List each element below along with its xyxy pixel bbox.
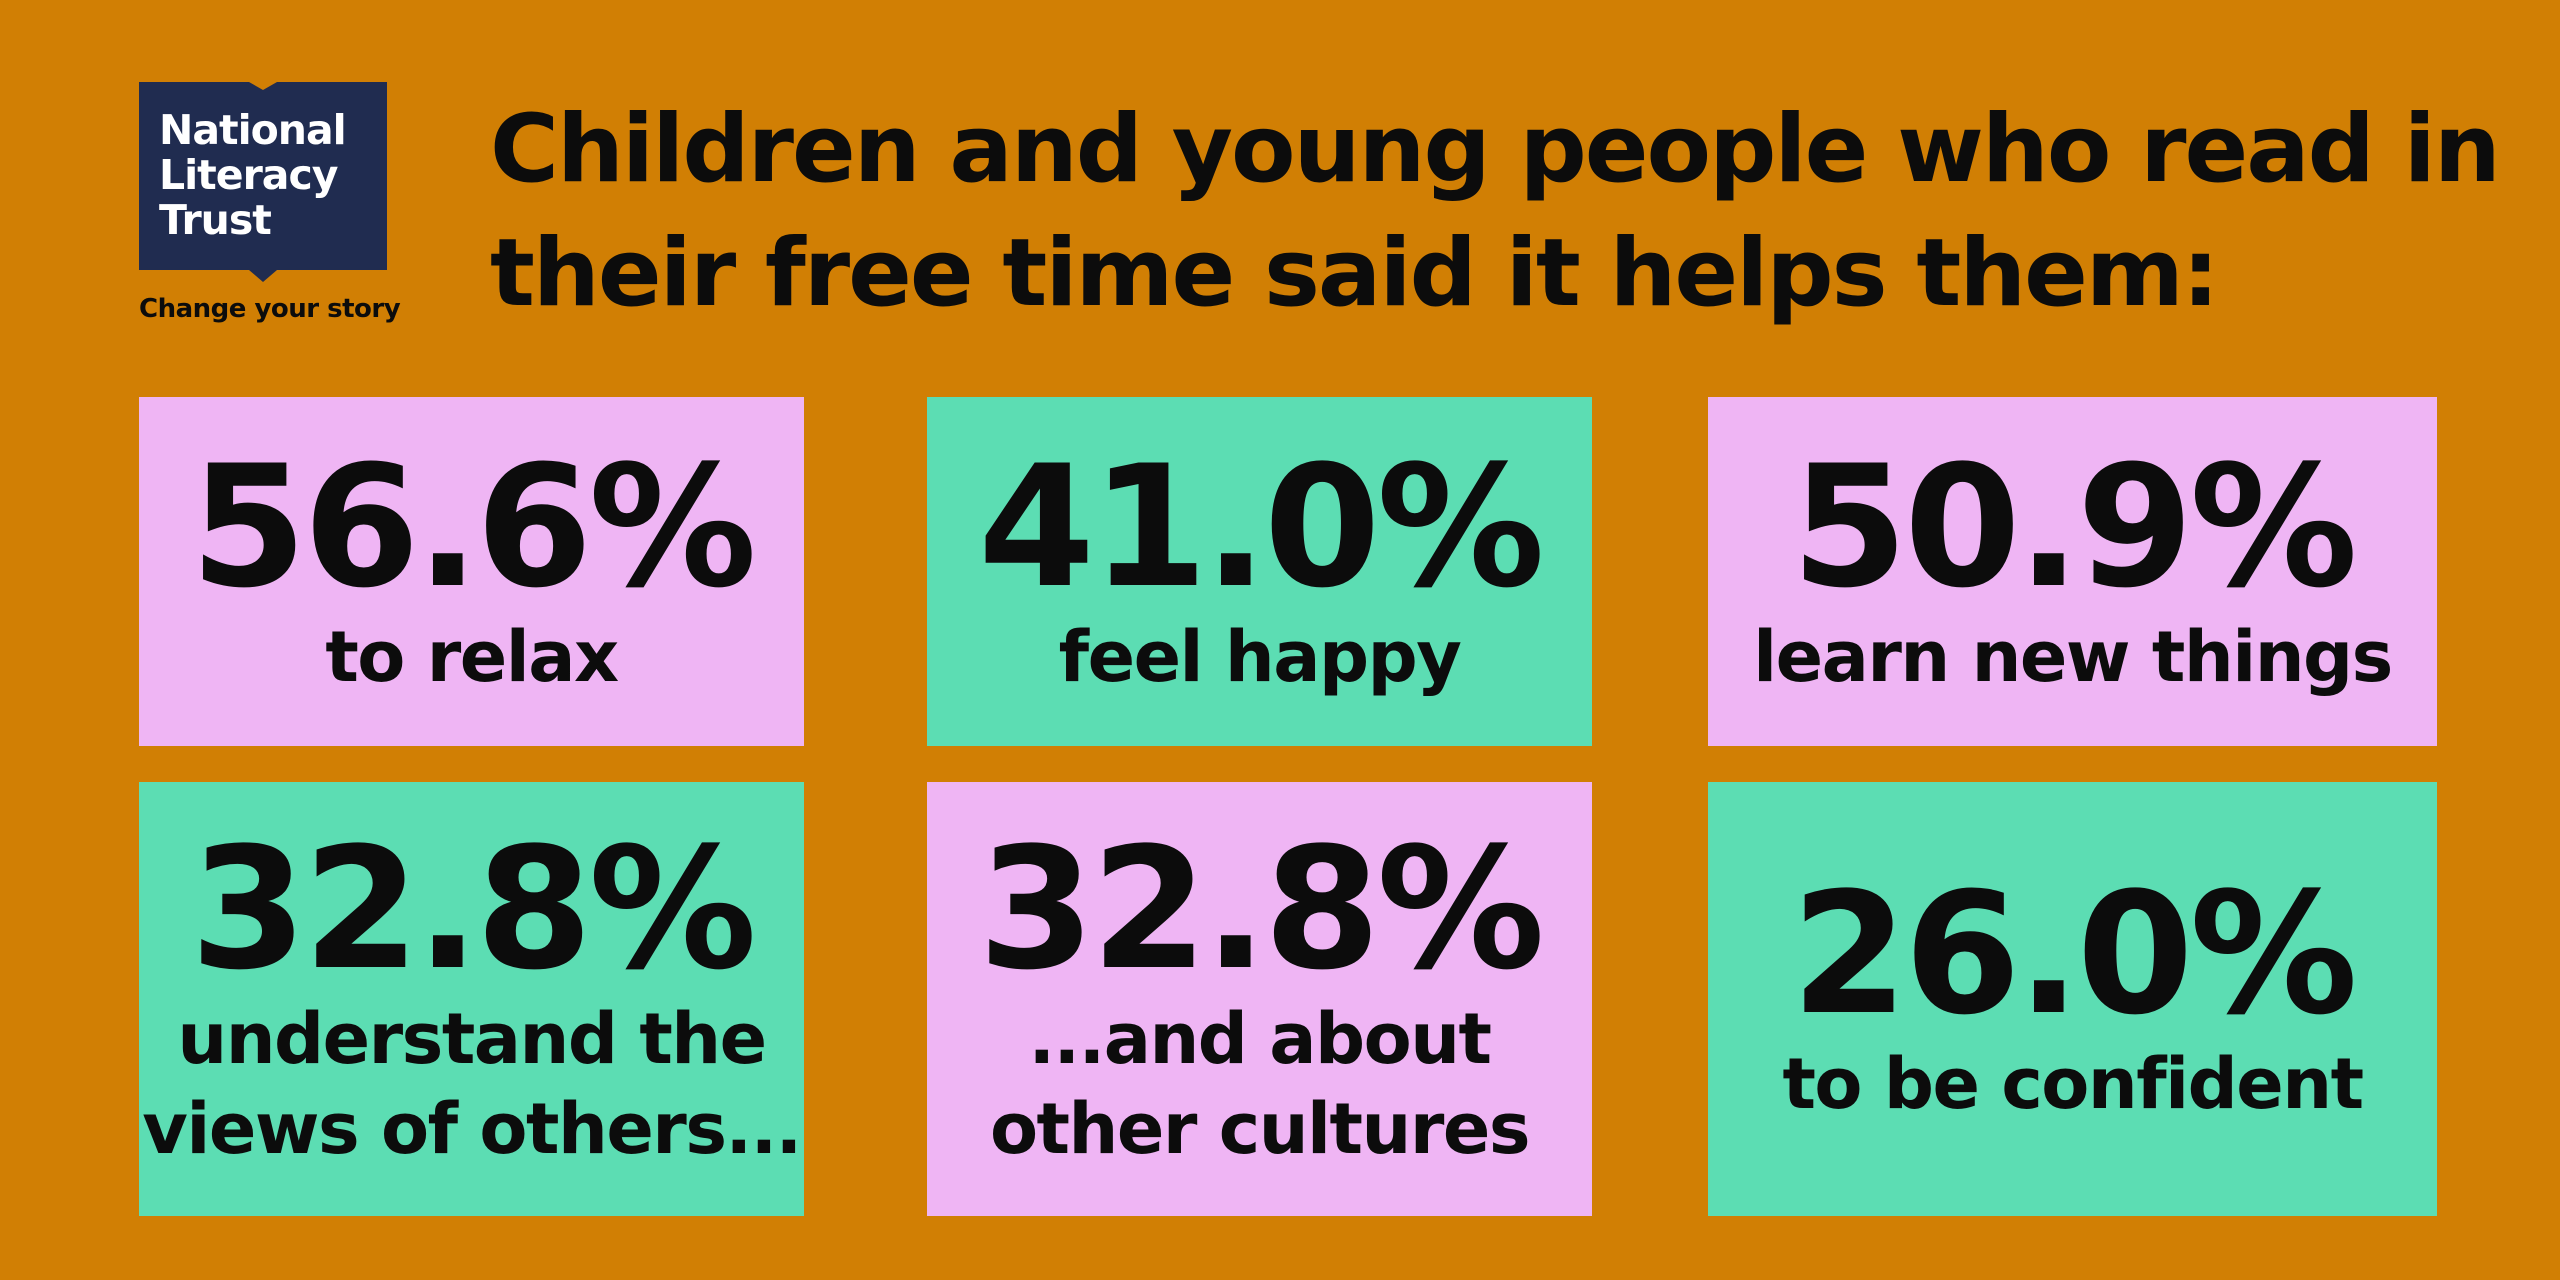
stat-card-views-of-others: 32.8% understand the views of others...: [139, 782, 804, 1216]
logo-book-shape: [139, 82, 387, 282]
headline-line-1: Children and young people who read in: [490, 95, 2501, 204]
logo-line-national: National: [159, 106, 347, 154]
brand-tagline: Change your story: [139, 294, 401, 324]
stat-label: to be confident: [1782, 1043, 2364, 1125]
logo-line-literacy: Literacy: [159, 151, 339, 199]
stat-value: 50.9%: [1791, 428, 2358, 625]
stat-card-confident: 26.0% to be confident: [1708, 782, 2437, 1216]
stat-card-other-cultures: 32.8% ...and about other cultures: [927, 782, 1592, 1216]
stat-card-learn: 50.9% learn new things: [1708, 397, 2437, 746]
stat-label: ...and about other cultures: [989, 998, 1531, 1170]
stat-card-relax: 56.6% to relax: [139, 397, 804, 746]
stat-label: learn new things: [1753, 615, 2393, 698]
stat-card-happy: 41.0% feel happy: [927, 397, 1592, 746]
logo-wordmark: National Literacy Trust: [159, 106, 347, 244]
national-literacy-trust-logo: National Literacy Trust: [139, 82, 387, 282]
stat-value: 32.8%: [978, 811, 1545, 1007]
stat-value: 32.8%: [190, 811, 757, 1007]
stat-value: 56.6%: [190, 428, 757, 625]
headline: Children and young people who read in th…: [490, 88, 2501, 336]
stat-label: feel happy: [1058, 615, 1462, 698]
headline-line-2: their free time said it helps them:: [490, 219, 2219, 328]
logo-line-trust: Trust: [159, 196, 272, 244]
stat-label: understand the views of others...: [142, 998, 802, 1170]
stat-label: to relax: [325, 615, 619, 698]
stat-value: 26.0%: [1791, 856, 2358, 1052]
stat-value: 41.0%: [978, 428, 1545, 625]
